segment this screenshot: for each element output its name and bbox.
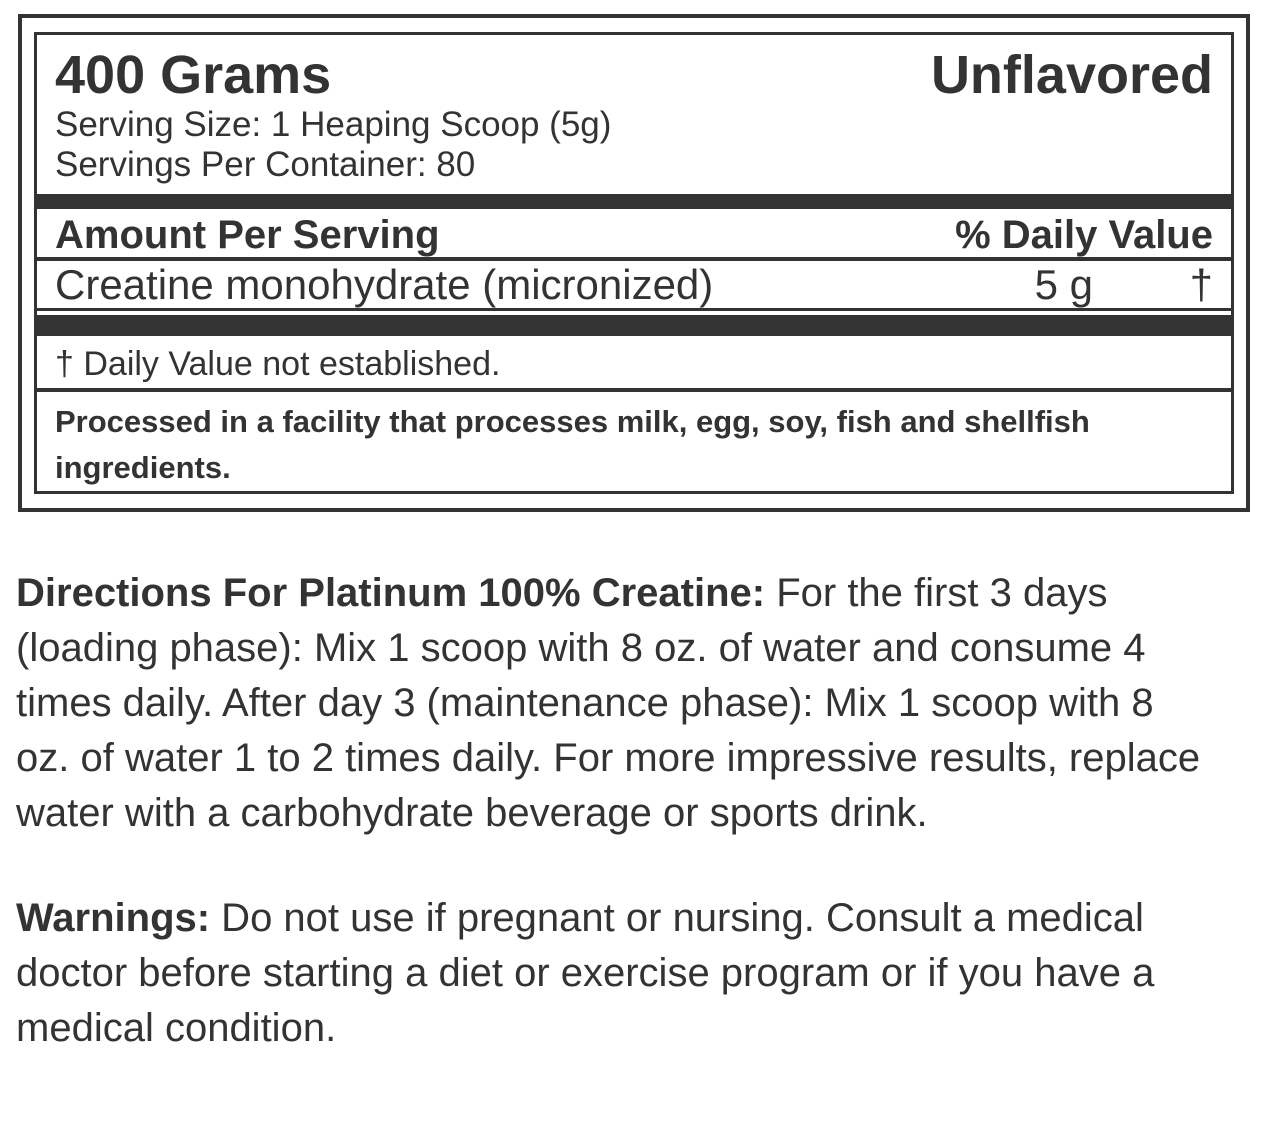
warnings-text: Do not use if pregnant or nursing. Consu… [16, 896, 1155, 1050]
directions-text: For the first 3 days (loading phase): Mi… [16, 571, 1201, 835]
title-row: 400 Grams Unflavored [37, 35, 1231, 105]
directions-heading: Directions For Platinum 100% Creatine: [16, 571, 766, 615]
nutrient-row: Creatine monohydrate (micronized) 5 g † [37, 261, 1231, 311]
daily-value-header: % Daily Value [955, 212, 1213, 257]
daily-value-footnote: † Daily Value not established. [37, 336, 1231, 392]
nutrient-name: Creatine monohydrate (micronized) [55, 260, 714, 308]
serving-size: Serving Size: 1 Heaping Scoop (5g) [55, 105, 612, 144]
supplement-label-page: 400 Grams Unflavored Serving Size: 1 Hea… [0, 14, 1276, 1124]
supplement-facts-box: 400 Grams Unflavored Serving Size: 1 Hea… [18, 14, 1250, 512]
thick-separator-bar-top [37, 194, 1231, 209]
warnings-heading: Warnings: [16, 896, 211, 940]
warnings-paragraph: Warnings: Do not use if pregnant or nurs… [16, 891, 1216, 1056]
servings-per-container: Servings Per Container: 80 [55, 145, 476, 184]
amount-per-serving-header: Amount Per Serving [55, 212, 440, 257]
thick-separator-bar-bottom [37, 314, 1231, 336]
supplement-facts-inner-border: 400 Grams Unflavored Serving Size: 1 Hea… [34, 32, 1234, 494]
nutrient-daily-value-dagger: † [1189, 260, 1213, 308]
column-header-row: Amount Per Serving % Daily Value [37, 209, 1231, 261]
flavor-name: Unflavored [930, 45, 1213, 105]
allergen-notice: Processed in a facility that processes m… [55, 404, 1090, 485]
nutrient-amount: 5 g [1034, 260, 1093, 308]
directions-paragraph: Directions For Platinum 100% Creatine: F… [16, 566, 1216, 841]
net-weight: 400 Grams [55, 45, 332, 105]
